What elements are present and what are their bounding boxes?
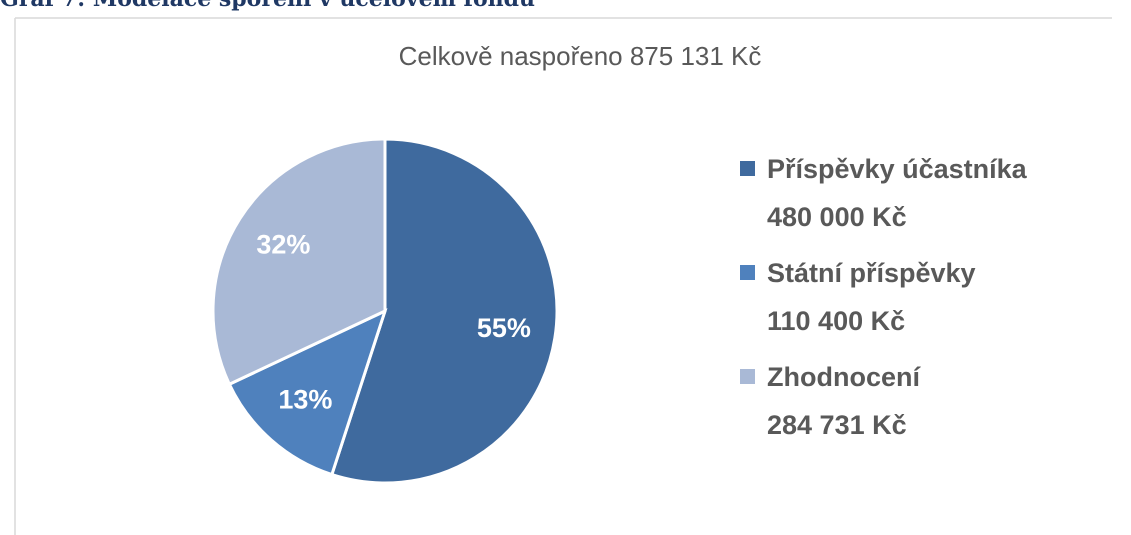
legend: Příspěvky účastníka 480 000 Kč Státní pří… bbox=[740, 145, 1027, 457]
pie-slice bbox=[329, 137, 559, 485]
legend-item: Zhodnocení 284 731 Kč bbox=[740, 353, 1027, 449]
legend-label: Státní příspěvky 110 400 Kč bbox=[767, 258, 976, 336]
caption: Graf 7: Modelace spoření v účelovém fond… bbox=[0, 0, 535, 12]
data-label: 13% bbox=[278, 384, 332, 414]
legend-item: Státní příspěvky 110 400 Kč bbox=[740, 249, 1027, 345]
legend-label: Zhodnocení 284 731 Kč bbox=[767, 362, 920, 440]
legend-swatch bbox=[740, 369, 755, 384]
legend-label: Příspěvky účastníka 480 000 Kč bbox=[767, 154, 1027, 232]
legend-swatch bbox=[740, 161, 755, 176]
pie-slice bbox=[227, 308, 388, 477]
legend-swatch bbox=[740, 265, 755, 280]
pie-slice bbox=[211, 137, 387, 387]
legend-item: Příspěvky účastníka 480 000 Kč bbox=[740, 145, 1027, 241]
chart-title: Celkově naspořeno 875 131 Kč bbox=[399, 41, 762, 71]
data-label: 32% bbox=[256, 230, 310, 260]
data-label: 55% bbox=[477, 313, 531, 343]
